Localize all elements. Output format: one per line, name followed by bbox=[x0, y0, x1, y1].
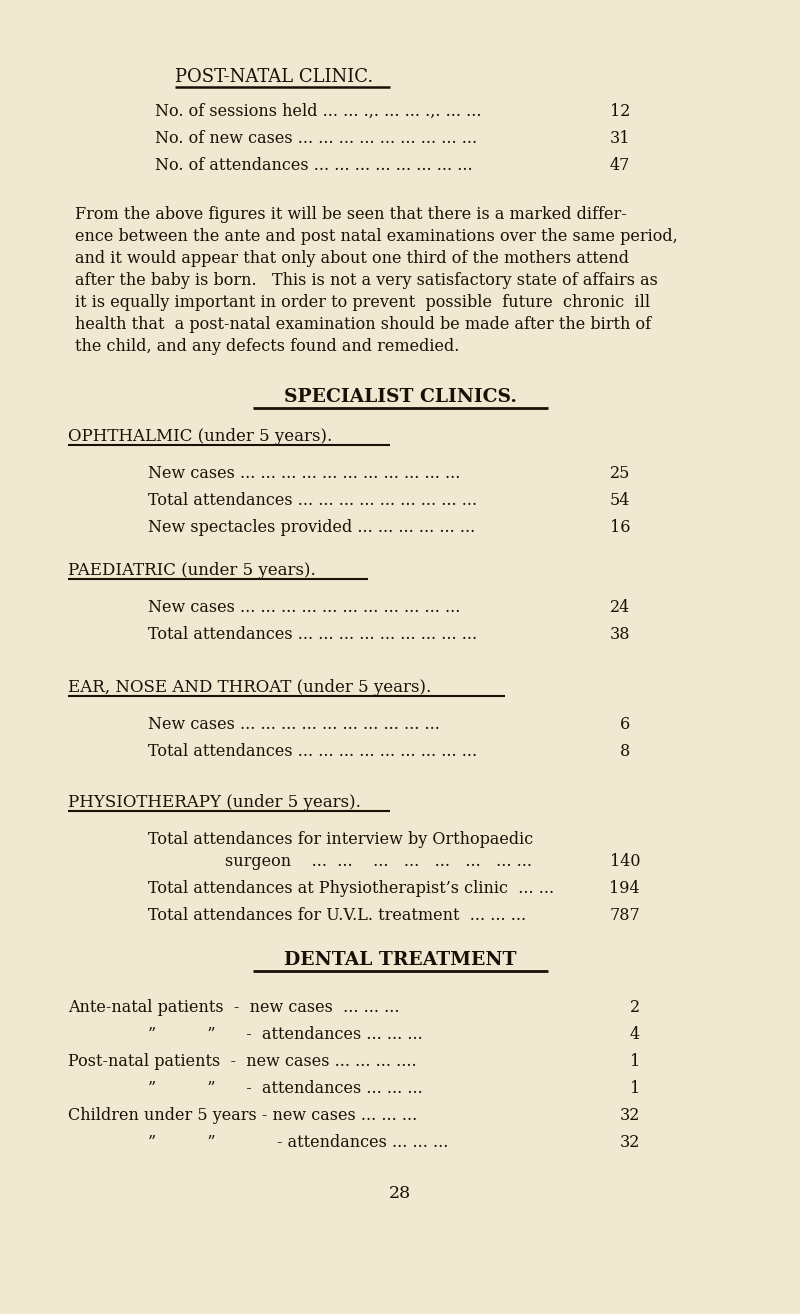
Text: 194: 194 bbox=[610, 880, 640, 897]
Text: surgeon    ...  ...    ...   ...   ...   ...   ... ...: surgeon ... ... ... ... ... ... ... ... bbox=[225, 853, 532, 870]
Text: Children under 5 years - new cases ... ... ...: Children under 5 years - new cases ... .… bbox=[68, 1106, 418, 1123]
Text: Total attendances ... ... ... ... ... ... ... ... ...: Total attendances ... ... ... ... ... ..… bbox=[148, 491, 477, 509]
Text: PAEDIATRIC (under 5 years).: PAEDIATRIC (under 5 years). bbox=[68, 562, 316, 579]
Text: EAR, NOSE AND THROAT (under 5 years).: EAR, NOSE AND THROAT (under 5 years). bbox=[68, 679, 431, 696]
Text: ”          ”            - attendances ... ... ...: ” ” - attendances ... ... ... bbox=[148, 1134, 448, 1151]
Text: 24: 24 bbox=[610, 599, 630, 616]
Text: ence between the ante and post natal examinations over the same period,: ence between the ante and post natal exa… bbox=[75, 229, 678, 244]
Text: Ante-natal patients  -  new cases  ... ... ...: Ante-natal patients - new cases ... ... … bbox=[68, 999, 399, 1016]
Text: 47: 47 bbox=[610, 156, 630, 173]
Text: 787: 787 bbox=[610, 907, 640, 924]
Text: Total attendances ... ... ... ... ... ... ... ... ...: Total attendances ... ... ... ... ... ..… bbox=[148, 625, 477, 643]
Text: Total attendances for U.V.L. treatment  ... ... ...: Total attendances for U.V.L. treatment .… bbox=[148, 907, 526, 924]
Text: 31: 31 bbox=[610, 130, 630, 147]
Text: Total attendances ... ... ... ... ... ... ... ... ...: Total attendances ... ... ... ... ... ..… bbox=[148, 742, 477, 759]
Text: after the baby is born.   This is not a very satisfactory state of affairs as: after the baby is born. This is not a ve… bbox=[75, 272, 658, 289]
Text: it is equally important in order to prevent  possible  future  chronic  ill: it is equally important in order to prev… bbox=[75, 294, 650, 311]
Text: 1: 1 bbox=[630, 1053, 640, 1070]
Text: SPECIALIST CLINICS.: SPECIALIST CLINICS. bbox=[283, 388, 517, 406]
Text: No. of attendances ... ... ... ... ... ... ... ...: No. of attendances ... ... ... ... ... .… bbox=[155, 156, 473, 173]
Text: Post-natal patients  -  new cases ... ... ... ....: Post-natal patients - new cases ... ... … bbox=[68, 1053, 417, 1070]
Text: OPHTHALMIC (under 5 years).: OPHTHALMIC (under 5 years). bbox=[68, 428, 332, 445]
Text: Total attendances at Physiotherapist’s clinic  ... ...: Total attendances at Physiotherapist’s c… bbox=[148, 880, 554, 897]
Text: 4: 4 bbox=[630, 1026, 640, 1043]
Text: ”          ”      -  attendances ... ... ...: ” ” - attendances ... ... ... bbox=[148, 1026, 422, 1043]
Text: 28: 28 bbox=[389, 1185, 411, 1202]
Text: Total attendances for interview by Orthopaedic: Total attendances for interview by Ortho… bbox=[148, 830, 534, 848]
Text: New cases ... ... ... ... ... ... ... ... ... ... ...: New cases ... ... ... ... ... ... ... ..… bbox=[148, 465, 460, 482]
Text: 25: 25 bbox=[610, 465, 630, 482]
Text: 140: 140 bbox=[610, 853, 640, 870]
Text: New cases ... ... ... ... ... ... ... ... ... ... ...: New cases ... ... ... ... ... ... ... ..… bbox=[148, 599, 460, 616]
Text: 12: 12 bbox=[610, 102, 630, 120]
Text: the child, and any defects found and remedied.: the child, and any defects found and rem… bbox=[75, 338, 459, 355]
Text: No. of new cases ... ... ... ... ... ... ... ... ...: No. of new cases ... ... ... ... ... ...… bbox=[155, 130, 477, 147]
Text: 1: 1 bbox=[630, 1080, 640, 1097]
Text: 54: 54 bbox=[610, 491, 630, 509]
Text: 38: 38 bbox=[610, 625, 630, 643]
Text: 8: 8 bbox=[620, 742, 630, 759]
Text: New spectacles provided ... ... ... ... ... ...: New spectacles provided ... ... ... ... … bbox=[148, 519, 475, 536]
Text: PHYSIOTHERAPY (under 5 years).: PHYSIOTHERAPY (under 5 years). bbox=[68, 794, 361, 811]
Text: ”          ”      -  attendances ... ... ...: ” ” - attendances ... ... ... bbox=[148, 1080, 422, 1097]
Text: health that  a post-natal examination should be made after the birth of: health that a post-natal examination sho… bbox=[75, 315, 651, 332]
Text: and it would appear that only about one third of the mothers attend: and it would appear that only about one … bbox=[75, 250, 629, 267]
Text: 16: 16 bbox=[610, 519, 630, 536]
Text: 32: 32 bbox=[620, 1134, 640, 1151]
Text: 2: 2 bbox=[630, 999, 640, 1016]
Text: 32: 32 bbox=[620, 1106, 640, 1123]
Text: DENTAL TREATMENT: DENTAL TREATMENT bbox=[284, 951, 516, 968]
Text: No. of sessions held ... ... .,. ... ... .,. ... ...: No. of sessions held ... ... .,. ... ...… bbox=[155, 102, 482, 120]
Text: 6: 6 bbox=[620, 716, 630, 733]
Text: New cases ... ... ... ... ... ... ... ... ... ...: New cases ... ... ... ... ... ... ... ..… bbox=[148, 716, 440, 733]
Text: From the above figures it will be seen that there is a marked differ-: From the above figures it will be seen t… bbox=[75, 206, 626, 223]
Text: POST-NATAL CLINIC.: POST-NATAL CLINIC. bbox=[175, 68, 374, 85]
